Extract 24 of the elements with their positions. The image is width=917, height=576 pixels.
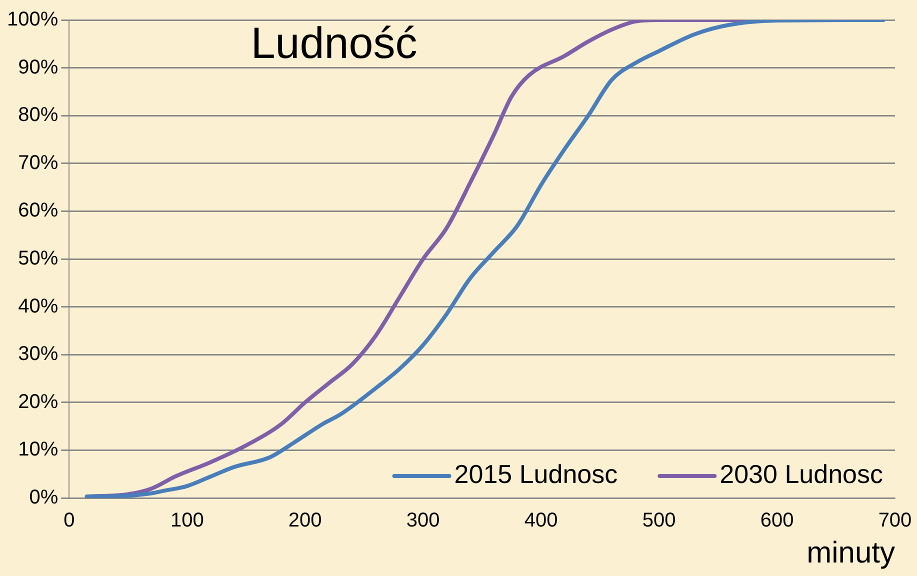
y-tick-label: 40% (18, 295, 58, 318)
x-tick-label: 300 (406, 510, 440, 532)
x-axis-title: minuty (806, 536, 895, 570)
y-tick-label: 60% (18, 200, 58, 222)
x-tick-label: 0 (64, 510, 75, 532)
y-tick-label: 100% (6, 8, 58, 31)
legend-label: 2030 Ludnosc (720, 459, 884, 490)
y-tick-label: 0% (29, 486, 58, 509)
y-tick-label: 10% (18, 438, 58, 461)
x-tick-label: 700 (878, 510, 912, 532)
y-tick-label: 70% (18, 152, 58, 174)
x-tick-label: 400 (524, 510, 558, 532)
legend-label: 2015 Ludnosc (454, 459, 618, 490)
x-tick-label: 100 (170, 510, 204, 532)
line-series (84, 20, 886, 498)
x-tick-label: 200 (288, 510, 322, 532)
x-tick-label: 500 (642, 510, 676, 532)
y-tick-label: 80% (18, 104, 58, 126)
x-tick-label: 600 (760, 510, 794, 532)
y-tick-label: 30% (18, 343, 58, 366)
y-tick-label: 90% (18, 56, 58, 78)
chart-title: Ludność (250, 19, 418, 68)
y-tick-label: 50% (18, 248, 58, 270)
y-tick-label: 20% (18, 390, 58, 413)
